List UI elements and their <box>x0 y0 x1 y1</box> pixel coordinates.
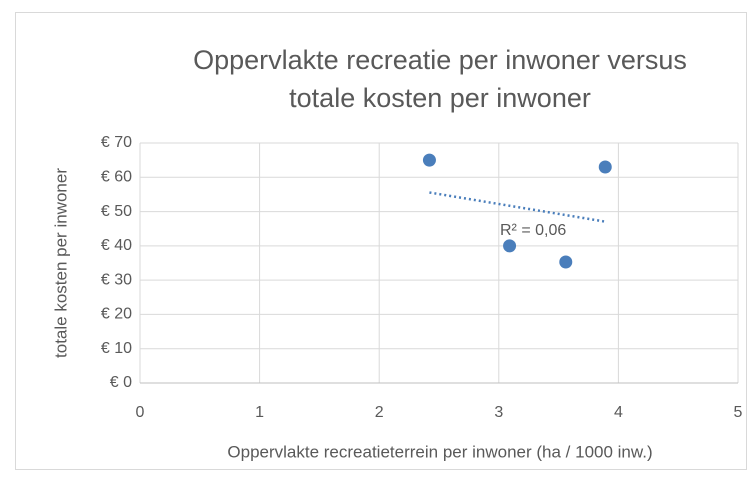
point <box>503 239 517 253</box>
y-tick-label: € 60 <box>101 169 132 186</box>
y-tick-label: € 70 <box>101 134 132 151</box>
y-tick-label: € 30 <box>101 271 132 288</box>
x-tick-label: 3 <box>494 404 503 421</box>
x-axis-label: Oppervlakte recreatieterrein per inwoner… <box>227 442 652 461</box>
x-tick-label: 0 <box>136 404 145 421</box>
y-tick-label: € 50 <box>101 203 132 220</box>
point <box>559 255 573 269</box>
y-tick-label: € 20 <box>101 306 132 323</box>
x-tick-label: 2 <box>375 404 384 421</box>
y-tick-label: € 0 <box>110 374 132 391</box>
chart-border <box>15 12 747 470</box>
x-tick-label: 1 <box>255 404 264 421</box>
trendline-label: R² = 0,06 <box>500 222 566 239</box>
point <box>422 153 436 167</box>
y-tick-label: € 40 <box>101 237 132 254</box>
point <box>598 160 612 174</box>
chart-title: Oppervlakte recreatie per inwoner versus <box>193 45 687 75</box>
chart-title: totale kosten per inwoner <box>289 83 591 113</box>
x-tick-label: 4 <box>614 404 623 421</box>
y-axis-label: totale kosten per inwoner <box>51 168 70 358</box>
x-tick-label: 5 <box>734 404 743 421</box>
y-tick-label: € 10 <box>101 340 132 357</box>
